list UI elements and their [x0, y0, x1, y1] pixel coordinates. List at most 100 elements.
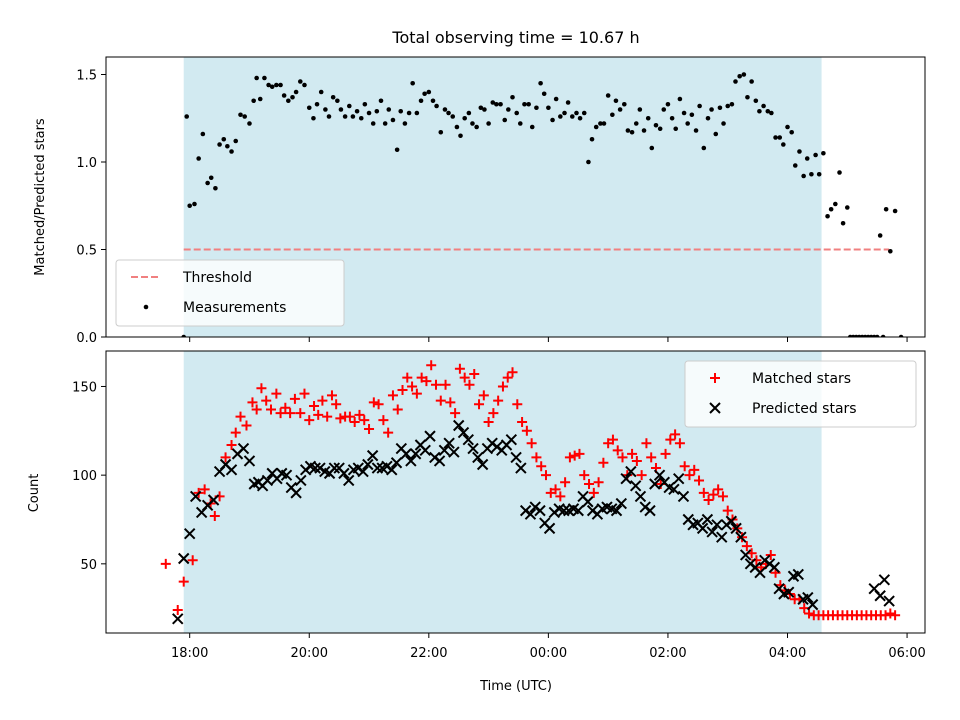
measurements-point [565, 100, 571, 105]
measurements-point [721, 121, 726, 126]
measurements-point [233, 138, 239, 144]
measurements-point [813, 152, 818, 158]
x-tick-label: 22:00 [410, 646, 447, 661]
matched-stars-point [502, 372, 513, 383]
measurements-point [749, 79, 754, 84]
bottom-chart: 50 100 150 18:00 20:00 22:00 00:00 02:00 04:00 0… [27, 350, 926, 694]
matched-stars-point [421, 376, 432, 387]
top-legend: Threshold Measurements [115, 259, 345, 327]
matched-stars-point [665, 434, 676, 445]
measurements-point [877, 233, 883, 238]
matched-stars-point [454, 363, 465, 374]
x-tick-label: 18:00 [171, 646, 208, 661]
x-tick-label: 00:00 [530, 646, 567, 661]
measurements-point [386, 107, 392, 112]
predicted-stars-point [448, 446, 460, 458]
matched-stars-point [440, 379, 451, 390]
measurements-point [701, 145, 707, 151]
measurements-point [653, 122, 659, 128]
predicted-stars-point [438, 444, 451, 457]
matched-stars-point [402, 372, 413, 383]
predicted-stars-point [711, 519, 723, 531]
legend-box [684, 360, 917, 428]
matched-stars-point [459, 372, 470, 383]
matched-stars-point [317, 395, 328, 406]
measurements-point [709, 107, 714, 112]
measurements-point [229, 149, 234, 154]
measurements-point [645, 115, 651, 121]
measurements-point [297, 79, 303, 84]
predicted-stars-point [572, 504, 584, 517]
measurements-point [302, 82, 307, 88]
predicted-stars-point [472, 451, 484, 464]
matched-stars-point [636, 470, 647, 481]
matched-stars-point [235, 411, 246, 422]
matched-stars-point [684, 470, 695, 481]
matched-stars-point [593, 477, 604, 488]
predicted-stars-point [424, 430, 436, 442]
measurements-point [187, 203, 192, 209]
measurements-point [745, 94, 750, 100]
measurements-point [785, 124, 790, 130]
matched-stars-point [507, 367, 518, 378]
matched-stars-point [890, 610, 901, 621]
predicted-stars-point [701, 513, 714, 526]
measurements-point [247, 121, 252, 126]
matched-stars-point [450, 408, 461, 419]
predicted-stars-point [874, 590, 886, 602]
predicted-stars-point [543, 522, 556, 535]
legend-measurements-swatch [143, 304, 149, 310]
data-points [181, 72, 904, 337]
y-tick-label: 150 [72, 380, 97, 395]
measurements-point [422, 91, 427, 97]
predicted-stars-point [582, 496, 594, 508]
measurements-point [892, 208, 898, 214]
measurements-point [470, 121, 475, 126]
measurements-point [558, 114, 563, 119]
measurements-point [844, 205, 850, 210]
predicted-stars-point [754, 566, 766, 579]
measurements-point [833, 201, 838, 207]
predicted-stars-point [237, 442, 250, 455]
predicted-stars-point [768, 561, 781, 574]
predicted-stars-point [782, 586, 795, 598]
matched-stars-point [251, 404, 262, 415]
matched-stars-point [387, 390, 398, 401]
matched-stars-point [364, 424, 375, 435]
measurements-point [486, 121, 491, 126]
matched-stars-point [617, 452, 628, 463]
measurements-point [266, 82, 271, 88]
measurements-point [358, 115, 364, 121]
matched-stars-point [354, 409, 365, 420]
matched-stars-point [199, 484, 210, 495]
measurements-point [773, 135, 778, 140]
predicted-stars-point [357, 465, 369, 478]
predicted-stars-point [409, 448, 422, 460]
measurements-point [430, 98, 436, 104]
predicted-stars-point [362, 458, 374, 471]
measurements-point [661, 107, 667, 112]
measurements-point [262, 75, 267, 81]
chart-title: Total observing time = 10.67 h [391, 28, 639, 47]
predicted-stars-point [730, 522, 742, 535]
measurements-point [318, 89, 324, 95]
measurements-point [729, 101, 735, 107]
predicted-stars-point [183, 527, 196, 540]
measurements-point [370, 121, 376, 126]
measurements-point [208, 175, 214, 181]
measurements-point [205, 180, 210, 186]
matched-stars-point [469, 369, 480, 380]
measurements-point [402, 121, 408, 126]
predicted-stars-point [802, 591, 814, 604]
matched-stars-point [598, 457, 609, 468]
measurements-point [781, 142, 786, 147]
matched-stars-point [344, 411, 355, 422]
matched-stars-point [464, 379, 475, 390]
matched-stars-point [741, 541, 752, 552]
matched-stars-point [569, 450, 580, 461]
matched-stars-point [295, 408, 306, 419]
predicted-stars-point [739, 549, 752, 561]
matched-stars-point [275, 408, 286, 419]
matched-stars-point [220, 452, 231, 463]
matched-stars-point [271, 388, 282, 399]
